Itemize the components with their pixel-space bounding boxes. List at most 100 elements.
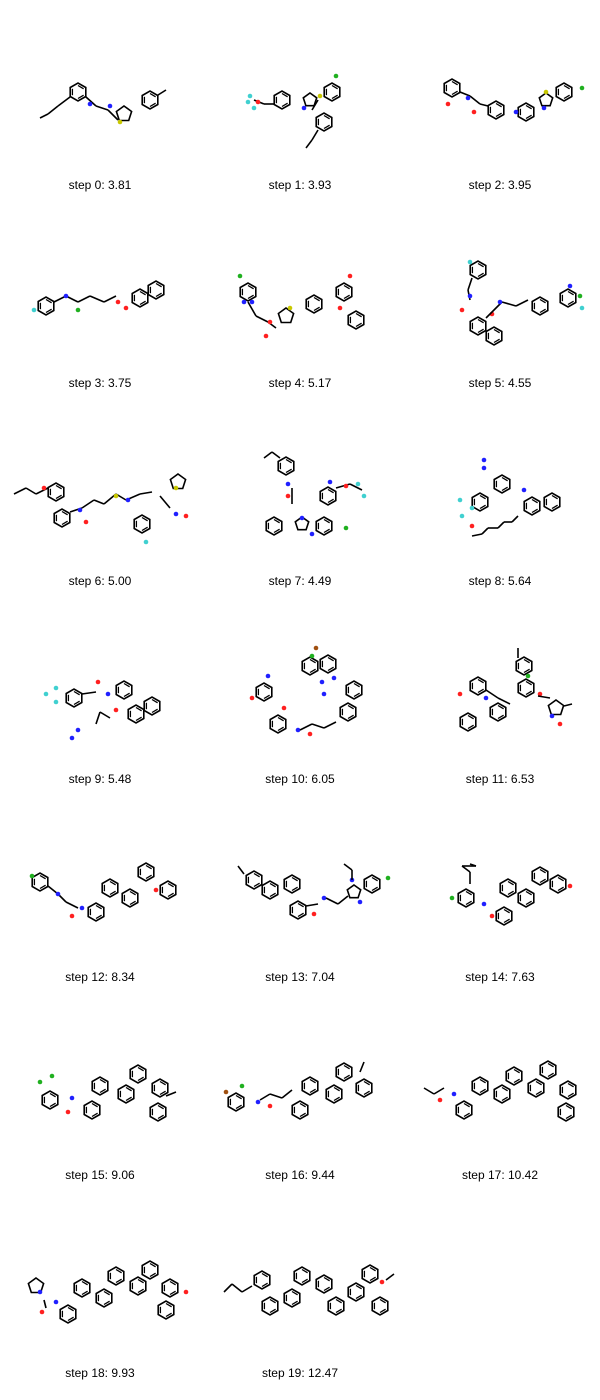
- oxygen-atom: [286, 494, 291, 499]
- bond: [90, 296, 104, 302]
- sulfur-atom: [174, 486, 179, 491]
- bond: [160, 496, 170, 508]
- nitrogen-atom: [482, 466, 487, 471]
- nitrogen-atom: [522, 488, 527, 493]
- bond: [538, 696, 550, 698]
- step-caption: step 7: 4.49: [200, 574, 400, 588]
- fluorine-atom: [468, 260, 473, 265]
- step-caption: step 15: 9.06: [0, 1168, 200, 1182]
- oxygen-atom: [184, 514, 189, 519]
- bond: [486, 302, 502, 318]
- bond: [260, 1094, 270, 1100]
- grid-cell: step 9: 5.48: [0, 594, 200, 792]
- grid-cell: step 13: 7.04: [200, 792, 400, 990]
- oxygen-atom: [268, 1104, 273, 1109]
- molecule-drawing: [200, 0, 400, 170]
- step-caption: step 16: 9.44: [200, 1168, 400, 1182]
- sulfur-atom: [318, 94, 323, 99]
- grid-cell: step 17: 10.42: [400, 990, 600, 1188]
- grid-cell: step 0: 3.81: [0, 0, 200, 198]
- nitrogen-atom: [300, 516, 305, 521]
- oxygen-atom: [84, 520, 89, 525]
- bond: [14, 488, 26, 494]
- sulfur-atom: [114, 494, 119, 499]
- five-ring: [170, 474, 185, 489]
- bond: [312, 130, 318, 140]
- bond: [480, 104, 488, 106]
- step-caption: step 12: 8.34: [0, 970, 200, 984]
- chlorine-atom: [578, 294, 583, 299]
- nitrogen-atom: [266, 674, 271, 679]
- bond: [306, 904, 318, 906]
- nitrogen-atom: [88, 102, 93, 107]
- nitrogen-atom: [320, 680, 325, 685]
- oxygen-atom: [66, 1110, 71, 1115]
- oxygen-atom: [446, 102, 451, 107]
- nitrogen-atom: [568, 284, 573, 289]
- bond: [58, 97, 70, 106]
- nitrogen-atom: [484, 696, 489, 701]
- chlorine-atom: [526, 674, 531, 679]
- nitrogen-atom: [296, 728, 301, 733]
- molecule-drawing: [0, 0, 200, 170]
- chlorine-atom: [76, 308, 81, 313]
- grid-cell: step 4: 5.17: [200, 198, 400, 396]
- nitrogen-atom: [550, 714, 555, 719]
- grid-cell: step 14: 7.63: [400, 792, 600, 990]
- chlorine-atom: [580, 86, 585, 91]
- oxygen-atom: [490, 914, 495, 919]
- chlorine-atom: [310, 654, 315, 659]
- oxygen-atom: [264, 334, 269, 339]
- molecule-drawing: [400, 990, 600, 1160]
- oxygen-atom: [558, 722, 563, 727]
- bond: [82, 500, 94, 508]
- grid-cell: step 7: 4.49: [200, 396, 400, 594]
- nitrogen-atom: [106, 692, 111, 697]
- oxygen-atom: [344, 484, 349, 489]
- grid-cell: step 1: 3.93: [200, 0, 400, 198]
- grid-cell: step 18: 9.93: [0, 1188, 200, 1386]
- nitrogen-atom: [452, 1092, 457, 1097]
- nitrogen-atom: [76, 728, 81, 733]
- five-ring: [303, 93, 316, 106]
- oxygen-atom: [250, 696, 255, 701]
- nitrogen-atom: [358, 900, 363, 905]
- grid-cell: step 2: 3.95: [400, 0, 600, 198]
- oxygen-atom: [438, 1098, 443, 1103]
- nitrogen-atom: [70, 736, 75, 741]
- bond: [96, 106, 108, 110]
- grid-cell: step 10: 6.05: [200, 594, 400, 792]
- oxygen-atom: [268, 320, 273, 325]
- bond: [502, 302, 516, 306]
- bond: [96, 712, 100, 724]
- step-caption: step 3: 3.75: [0, 376, 200, 390]
- grid-cell: step 8: 5.64: [400, 396, 600, 594]
- bond: [270, 1094, 282, 1098]
- nitrogen-atom: [302, 106, 307, 111]
- bond: [312, 724, 324, 728]
- bond: [264, 452, 272, 458]
- nitrogen-atom: [542, 106, 547, 111]
- fluorine-atom: [362, 494, 367, 499]
- nitrogen-atom: [70, 1096, 75, 1101]
- bond: [482, 528, 488, 534]
- molecule-drawing: [200, 198, 400, 368]
- grid-cell: step 19: 12.47: [200, 1188, 400, 1386]
- nitrogen-atom: [468, 294, 473, 299]
- bond: [468, 278, 472, 290]
- molecule-drawing: [0, 990, 200, 1160]
- bond: [326, 898, 338, 904]
- step-caption: step 0: 3.81: [0, 178, 200, 192]
- oxygen-atom: [348, 274, 353, 279]
- bond: [26, 488, 36, 494]
- molecule-drawing: [400, 198, 600, 368]
- grid-cell: step 5: 4.55: [400, 198, 600, 396]
- chlorine-atom: [30, 874, 35, 879]
- step-caption: step 9: 5.48: [0, 772, 200, 786]
- step-caption: step 1: 3.93: [200, 178, 400, 192]
- bond: [256, 316, 268, 322]
- nitrogen-atom: [78, 508, 83, 513]
- oxygen-atom: [42, 486, 47, 491]
- step-caption: step 4: 5.17: [200, 376, 400, 390]
- nitrogen-atom: [322, 896, 327, 901]
